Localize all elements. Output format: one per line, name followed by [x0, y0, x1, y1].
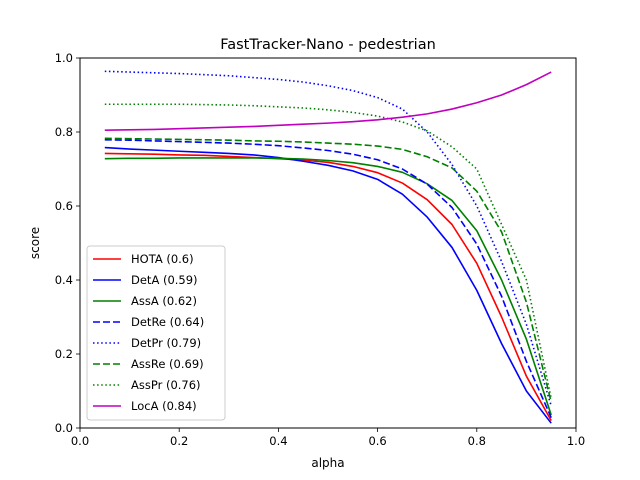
- legend-box: [86, 245, 226, 421]
- legend-label-6: AssPr (0.76): [131, 378, 201, 392]
- series-line-3: [104, 138, 552, 418]
- legend-label-3: DetRe (0.64): [131, 315, 204, 329]
- plot-frame: [79, 57, 577, 429]
- series-line-4: [104, 70, 552, 407]
- y-tick-label-4: 0.8: [55, 125, 73, 139]
- x-tick-label-5: 1.0: [567, 434, 585, 448]
- legend-label-4: DetPr (0.79): [131, 336, 201, 350]
- legend-label-7: LocA (0.84): [131, 399, 197, 413]
- x-axis-ticks: 0.0 0.2 0.4 0.6 0.8 1.0: [71, 428, 585, 448]
- y-axis-ticks: 0.0 0.2 0.4 0.6 0.8 1.0: [55, 51, 80, 435]
- series-line-6: [104, 103, 552, 399]
- series-layer: [104, 70, 552, 424]
- series-line-7: [104, 71, 552, 131]
- series-line-0: [104, 152, 552, 421]
- legend-label-1: DetA (0.59): [131, 273, 198, 287]
- y-tick-label-2: 0.4: [55, 273, 73, 287]
- x-tick-label-1: 0.2: [170, 434, 188, 448]
- x-tick-label-3: 0.6: [368, 434, 386, 448]
- x-tick-label-2: 0.4: [269, 434, 287, 448]
- y-axis-label: score: [28, 227, 42, 259]
- series-line-5: [104, 137, 552, 403]
- series-line-1: [104, 146, 552, 424]
- x-tick-label-0: 0.0: [71, 434, 89, 448]
- chart-title: FastTracker-Nano - pedestrian: [220, 37, 436, 53]
- y-tick-label-1: 0.2: [55, 347, 73, 361]
- series-line-2: [104, 157, 552, 416]
- y-tick-label-3: 0.6: [55, 199, 73, 213]
- y-tick-label-5: 1.0: [55, 51, 73, 65]
- legend: HOTA (0.6) DetA (0.59) AssA (0.62) DetRe (0…: [86, 245, 226, 421]
- legend-label-0: HOTA (0.6): [131, 252, 194, 266]
- x-tick-label-4: 0.8: [468, 434, 486, 448]
- x-axis-label: alpha: [311, 456, 344, 470]
- legend-label-5: AssRe (0.69): [131, 357, 204, 371]
- y-tick-label-0: 0.0: [55, 421, 73, 435]
- legend-label-2: AssA (0.62): [131, 294, 197, 308]
